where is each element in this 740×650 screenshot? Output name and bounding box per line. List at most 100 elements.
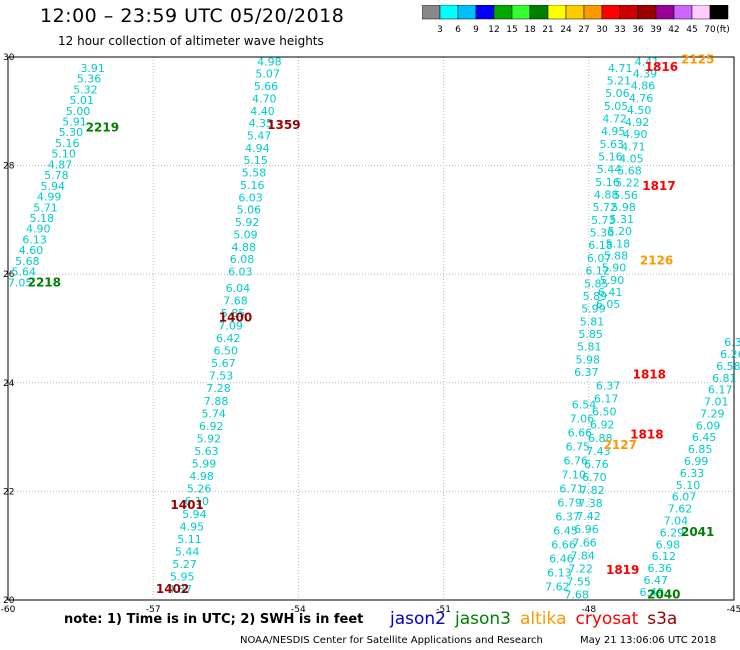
pass-time-label: 1818: [630, 427, 663, 441]
wave-height-value: 5.99: [192, 458, 217, 471]
wave-height-value: 7.38: [578, 497, 603, 510]
wave-height-value: 5.01: [70, 94, 95, 107]
wave-height-value: 5.27: [172, 558, 197, 571]
pass-time-label: 1401: [170, 498, 203, 512]
wave-height-value: 5.44: [597, 163, 622, 176]
wave-height-value: 6.30: [724, 336, 740, 349]
wave-height-value: 6.45: [553, 524, 578, 537]
wave-height-value: 5.90: [600, 274, 625, 287]
pass-time-label: 1816: [645, 60, 678, 74]
wave-height-value: 5.26: [187, 483, 212, 496]
scale-label: 39: [650, 25, 662, 35]
wave-height-value: 6.46: [549, 552, 574, 565]
wave-height-value: 4.71: [608, 62, 633, 75]
wave-height-value: 6.99: [684, 455, 709, 468]
pass-time-label: 2218: [28, 275, 61, 289]
wave-height-value: 5.89: [583, 290, 608, 303]
wave-height-value: 5.18: [30, 212, 55, 225]
wave-height-value: 6.36: [648, 562, 673, 575]
wave-height-value: 5.11: [177, 533, 202, 546]
wave-height-value: 4.87: [48, 158, 73, 171]
wave-height-value: 5.31: [609, 213, 634, 226]
y-tick-label: 30: [3, 53, 15, 63]
wave-height-value: 6.26: [720, 348, 740, 361]
wave-height-value: 5.06: [605, 87, 630, 100]
wave-height-value: 5.64: [11, 266, 36, 279]
wave-height-value: 5.00: [66, 105, 91, 118]
wave-height-value: 4.88: [594, 189, 619, 202]
wave-height-value: 4.50: [627, 104, 652, 117]
wave-height-value: 5.81: [580, 315, 605, 328]
pass-time-label: 1818: [633, 368, 666, 382]
x-tick-label: -45: [727, 605, 740, 615]
wave-height-value: 6.29: [660, 526, 685, 539]
wave-height-value: 5.72: [592, 201, 617, 214]
wave-height-value: 7.06: [570, 413, 595, 426]
legend-item-cryosat: cryosat: [575, 609, 639, 629]
y-tick-label: 20: [3, 596, 15, 606]
wave-height-value: 4.95: [601, 125, 626, 138]
wave-height-value: 6.09: [696, 419, 721, 432]
wave-height-value: 5.66: [254, 80, 279, 93]
scale-label: 6: [455, 25, 461, 35]
wave-height-value: 4.05: [619, 152, 644, 165]
wave-height-value: 4.87: [168, 583, 193, 596]
legend-item-jason3: jason3: [455, 609, 511, 629]
wave-height-value: 5.16: [55, 137, 80, 150]
wave-height-value: 7.53: [209, 370, 234, 383]
wave-height-value: 6.96: [574, 523, 599, 536]
wave-height-value: 6.76: [564, 454, 589, 467]
wave-height-value: 5.22: [615, 177, 640, 190]
pass-time-label: 1359: [267, 118, 300, 132]
wave-height-value: 4.95: [180, 520, 205, 533]
wave-height-value: 7.68: [564, 589, 589, 602]
pass-time-label: 2041: [681, 525, 714, 539]
wave-height-value: 7.62: [545, 580, 570, 593]
wave-height-value: 5.32: [73, 83, 98, 96]
wave-height-value: 5.95: [170, 571, 195, 584]
pass-time-label: 2219: [86, 121, 119, 135]
pass-time-label: 1819: [606, 563, 639, 577]
wave-height-value: 7.09: [218, 319, 243, 332]
wave-height-value: 5.63: [600, 138, 625, 151]
pass-time-label: 2040: [647, 588, 680, 602]
x-tick-label: -48: [581, 605, 596, 615]
wave-height-value: 5.81: [577, 341, 602, 354]
plot-frame: [7, 56, 735, 601]
wave-height-value: 7.29: [700, 407, 725, 420]
wave-height-value: 5.94: [182, 508, 207, 521]
scale-label: 70: [704, 25, 716, 35]
wave-height-value: 5.20: [608, 225, 633, 238]
wave-height-value: 6.88: [588, 432, 613, 445]
wave-height-value: 5.05: [604, 100, 629, 113]
legend-item-s3a: s3a: [647, 609, 678, 629]
pass-time-label: 1400: [219, 311, 252, 325]
wave-height-value: 7.68: [223, 294, 248, 307]
wave-height-value: 5.09: [233, 228, 258, 241]
scale-label: 24: [560, 25, 572, 35]
wave-height-value: 5.68: [15, 255, 40, 268]
wave-height-value: 6.37: [574, 366, 599, 379]
credit-text: NOAA/NESDIS Center for Satellite Applica…: [240, 635, 543, 646]
credit-date: May 21 13:06:06 UTC 2018: [580, 635, 717, 646]
x-tick-label: -60: [1, 605, 16, 615]
scale-label: 12: [488, 25, 499, 35]
wave-height-value: 4.35: [249, 117, 274, 130]
chart-title: 12:00 – 23:59 UTC 05/20/2018: [40, 5, 345, 27]
wave-height-value: 7.62: [668, 503, 693, 516]
wave-height-value: 5.47: [247, 130, 272, 143]
wave-height-value: 5.18: [606, 237, 631, 250]
wave-height-value: 7.10: [561, 468, 586, 481]
chart-subtitle: 12 hour collection of altimeter wave hei…: [58, 34, 324, 48]
wave-height-value: 5.88: [604, 250, 629, 263]
wave-height-value: 5.07: [255, 68, 280, 81]
wave-height-value: 6.10: [185, 495, 210, 508]
y-tick-label: 22: [3, 487, 14, 497]
wave-height-value: 6.08: [230, 253, 255, 266]
wave-height-value: 4.71: [621, 140, 646, 153]
wave-height-value: 5.85: [578, 328, 603, 341]
wave-height-value: 6.03: [238, 191, 263, 204]
scale-label: 33: [614, 25, 625, 35]
wave-height-value: 6.71: [559, 482, 584, 495]
wave-height-value: 5.78: [44, 169, 69, 182]
